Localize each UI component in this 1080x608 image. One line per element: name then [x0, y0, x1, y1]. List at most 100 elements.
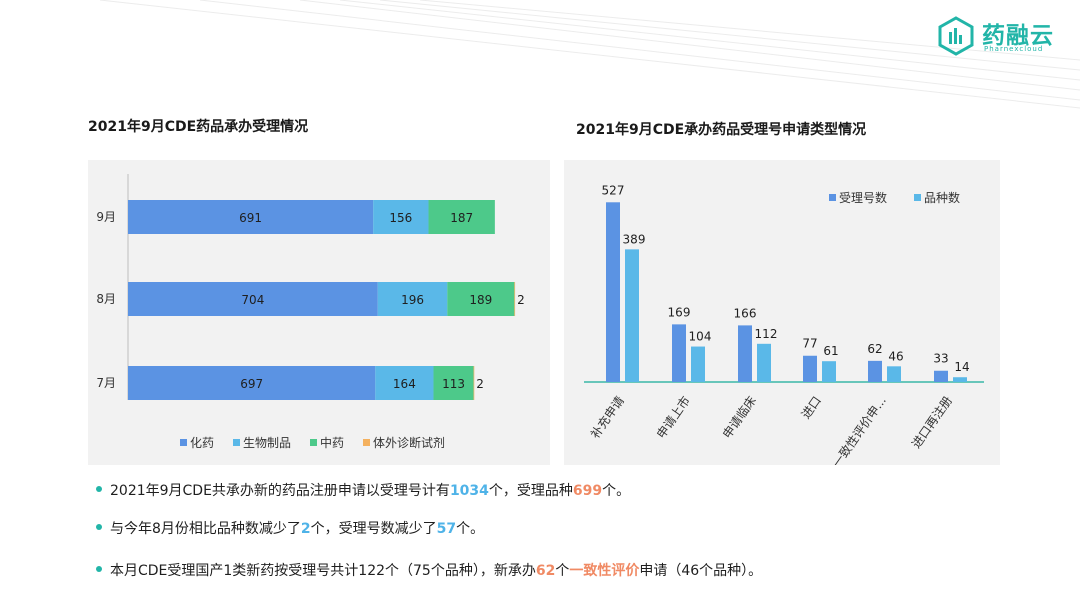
- data-label: 14: [954, 360, 969, 374]
- bullet-text: 与今年8月份相比品种数减少了2个，受理号数减少了57个。: [110, 521, 484, 537]
- brand-logo: [936, 14, 1066, 62]
- data-label: 113: [442, 377, 465, 391]
- legend-swatch: [363, 439, 370, 446]
- bullet-1: 2021年9月CDE共承办新的药品注册申请以受理号计有1034个，受理品种699…: [96, 480, 630, 500]
- stacked-bar-chart: 9月 691 156 187 8月 704 196 189 2 7月 697 164 113 2 化药 生物制…: [96, 174, 525, 450]
- data-label: 156: [389, 211, 412, 225]
- bullet-text: 本月CDE受理国产1类新药按受理号共计122个（75个品种），新承办62个一致性…: [110, 563, 762, 579]
- bullet-dot-icon: [96, 486, 102, 492]
- category-label: 补充申请: [587, 393, 627, 441]
- data-label: 62: [867, 342, 882, 356]
- bullet-text-fragment: 个，受理号数减少了: [310, 521, 437, 537]
- bullet-text-fragment: 本月CDE受理国产1类新药按受理号共计122个（75个品种），新承办: [110, 563, 536, 579]
- bullet-dot-icon: [96, 566, 102, 572]
- data-label: 704: [241, 293, 264, 307]
- bullet-text: 2021年9月CDE共承办新的药品注册申请以受理号计有1034个，受理品种699…: [110, 483, 630, 499]
- brand-name: 药融云: [982, 23, 1054, 49]
- data-label: 697: [240, 377, 263, 391]
- bar: [691, 346, 705, 382]
- highlight-number: 62: [535, 563, 556, 579]
- bullet-text-fragment: 个。: [602, 483, 631, 499]
- legend-label: 受理号数: [839, 190, 887, 205]
- bar: [822, 361, 836, 382]
- bar: [953, 377, 967, 382]
- data-label: 169: [668, 305, 691, 319]
- data-label: 2: [517, 293, 525, 307]
- bullet-text-fragment: 与今年8月份相比品种数减少了: [110, 521, 301, 537]
- bar-segment: [433, 366, 474, 400]
- bullet-text-fragment: 个: [555, 563, 570, 579]
- legend-swatch: [829, 194, 836, 201]
- data-label: 189: [469, 293, 492, 307]
- highlight-number: 1034: [449, 483, 489, 499]
- bar: [934, 370, 948, 382]
- bullet-3: 本月CDE受理国产1类新药按受理号共计122个（75个品种），新承办62个一致性…: [96, 560, 762, 580]
- legend-swatch: [233, 439, 240, 446]
- highlight-number: 57: [436, 521, 457, 537]
- data-label: 164: [393, 377, 416, 391]
- category-label: 一致性评价申...: [830, 394, 889, 465]
- left-chart-title: 2021年9月CDE药品承办受理情况: [88, 119, 309, 135]
- header-stripes: [99, 0, 1080, 109]
- data-label: 61: [823, 344, 838, 358]
- bullet-2: 与今年8月份相比品种数减少了2个，受理号数减少了57个。: [96, 518, 484, 538]
- stacked-bar-chart-panel: 9月 691 156 187 8月 704 196 189 2 7月 697 164 113 2 化药 生物制…: [88, 160, 550, 465]
- bar-segment: [447, 282, 515, 316]
- legend-swatch: [914, 194, 921, 201]
- data-label: 196: [401, 293, 424, 307]
- legend-swatch: [180, 439, 187, 446]
- bar-segment: [514, 282, 516, 316]
- category-label: 进口再注册: [908, 393, 955, 451]
- data-label: 389: [623, 232, 646, 246]
- category-label: 9月: [96, 210, 116, 224]
- data-label: 112: [755, 327, 778, 341]
- highlight-number: 一致性评价: [569, 563, 640, 579]
- data-label: 691: [239, 211, 262, 225]
- highlight-number: 699: [572, 483, 603, 499]
- right-chart-title: 2021年9月CDE承办药品受理号申请类型情况: [576, 122, 867, 138]
- bar-segment: [428, 200, 495, 234]
- legend-label: 生物制品: [243, 436, 291, 450]
- data-label: 104: [689, 330, 712, 344]
- legend-label: 体外诊断试剂: [373, 435, 445, 450]
- bar-segment: [128, 366, 376, 400]
- legend-label: 化药: [190, 436, 214, 450]
- bar-segment: [128, 282, 378, 316]
- bar: [887, 366, 901, 382]
- legend-label: 中药: [320, 435, 344, 450]
- data-label: 33: [933, 352, 948, 366]
- bullet-text-fragment: 个。: [456, 521, 485, 537]
- bullet-text-fragment: 个，受理品种: [488, 483, 573, 499]
- data-label: 2: [476, 377, 484, 391]
- category-label: 进口: [799, 394, 824, 422]
- bullet-text-fragment: 2021年9月CDE共承办新的药品注册申请以受理号计有: [110, 483, 450, 499]
- grouped-bar-chart-panel: 527 389 补充申请 169 104 申请上市 166 112 申请临床 77 61 进口 62 46…: [564, 160, 1000, 470]
- data-label: 166: [734, 306, 757, 320]
- bar-segment: [473, 366, 475, 400]
- bar: [757, 343, 771, 382]
- category-label: 申请临床: [720, 394, 759, 441]
- highlight-number: 2: [300, 521, 311, 537]
- data-label: 46: [888, 349, 903, 363]
- hexagon-logo-icon: [938, 16, 974, 56]
- data-label: 527: [602, 183, 625, 197]
- bullet-text-fragment: 申请（46个品种）。: [639, 563, 763, 579]
- category-label: 8月: [96, 292, 116, 306]
- bar: [738, 325, 752, 382]
- brand-sub: Pharnexcloud: [984, 45, 1044, 53]
- category-label: 7月: [96, 376, 116, 390]
- bar-segment: [373, 200, 429, 234]
- data-label: 77: [802, 337, 817, 351]
- bar: [803, 355, 817, 382]
- bar: [672, 324, 686, 382]
- bullet-dot-icon: [96, 524, 102, 530]
- bar: [606, 202, 620, 382]
- data-label: 187: [450, 211, 473, 225]
- legend-swatch: [310, 439, 317, 446]
- bar-segment: [128, 200, 374, 234]
- bar: [868, 360, 882, 382]
- bar: [625, 249, 639, 382]
- category-label: 申请上市: [653, 393, 693, 441]
- bar-segment: [377, 282, 448, 316]
- legend-label: 品种数: [924, 190, 960, 205]
